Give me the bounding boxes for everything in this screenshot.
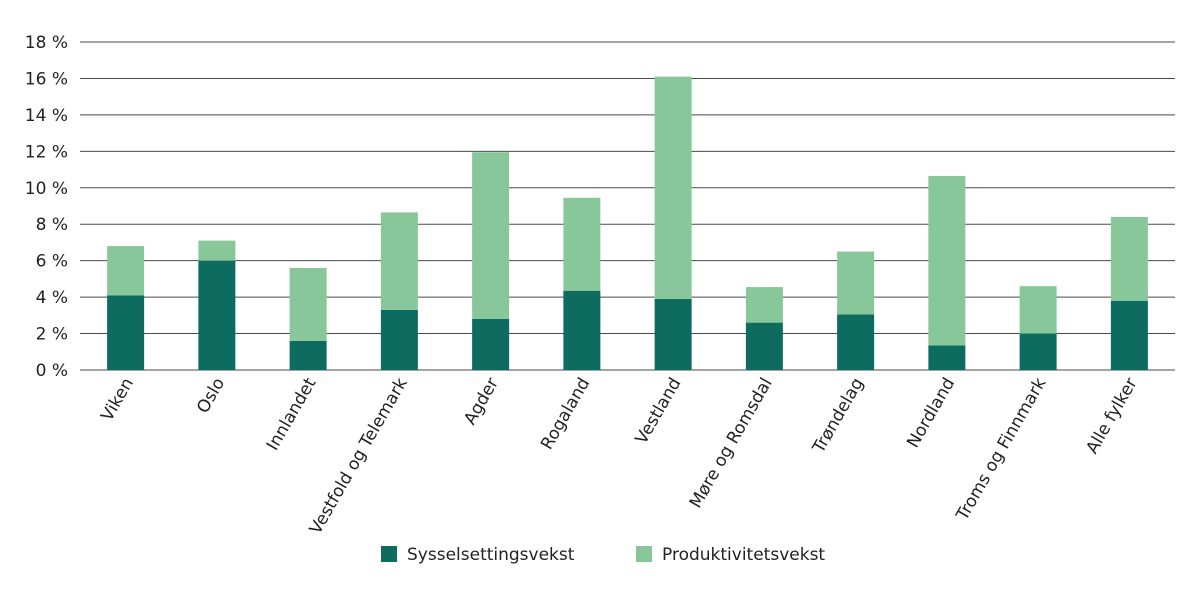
x-category-label: Agder xyxy=(460,375,503,429)
bar-produktivitet-5 xyxy=(563,197,601,291)
bar-sysselsetting-6 xyxy=(654,298,692,370)
legend: Sysselsettingsvekst Produktivitetsvekst xyxy=(381,545,825,565)
bar-produktivitet-8 xyxy=(837,251,875,315)
y-tick-label: 8 % xyxy=(36,215,68,235)
y-tick-label: 10 % xyxy=(25,179,68,199)
bar-produktivitet-9 xyxy=(928,175,966,346)
y-axis-ticks: 0 % 2 % 4 % 6 % 8 % 10 % 12 % 14 % 16 % 18 % xyxy=(25,33,68,381)
x-category-label: Møre og Romsdal xyxy=(686,375,777,512)
x-category-label: Nordland xyxy=(903,375,959,452)
bar-sysselsetting-3 xyxy=(380,309,418,370)
bar-sysselsetting-0 xyxy=(107,295,145,370)
x-category-label: Innlandet xyxy=(263,374,321,454)
y-tick-label: 4 % xyxy=(36,288,68,308)
bar-sysselsetting-4 xyxy=(472,318,510,370)
y-tick-label: 6 % xyxy=(36,252,68,272)
bar-sysselsetting-2 xyxy=(289,340,327,370)
bar-sysselsetting-8 xyxy=(837,314,875,370)
legend-label-0: Sysselsettingsvekst xyxy=(407,545,575,565)
bar-produktivitet-11 xyxy=(1110,216,1148,301)
bar-produktivitet-10 xyxy=(1019,286,1057,334)
x-category-label: Viken xyxy=(97,375,138,425)
legend-swatch-1 xyxy=(636,546,652,562)
bars xyxy=(107,76,1148,370)
bar-produktivitet-1 xyxy=(198,240,236,261)
bar-sysselsetting-5 xyxy=(563,290,601,370)
bar-sysselsetting-11 xyxy=(1110,300,1148,370)
x-category-label: Rogaland xyxy=(537,375,594,454)
y-tick-label: 12 % xyxy=(25,142,68,162)
bar-produktivitet-0 xyxy=(107,246,145,296)
y-tick-label: 18 % xyxy=(25,33,68,53)
y-tick-label: 2 % xyxy=(36,325,68,345)
x-category-label: Vestland xyxy=(632,375,686,448)
y-tick-label: 0 % xyxy=(36,361,68,381)
bar-produktivitet-6 xyxy=(654,76,692,299)
bar-produktivitet-7 xyxy=(745,287,783,323)
x-category-label: Trøndelag xyxy=(809,375,868,458)
bar-sysselsetting-7 xyxy=(745,322,783,370)
bar-produktivitet-4 xyxy=(472,152,510,319)
x-category-label: Vestfold og Telemark xyxy=(306,374,412,538)
x-category-label: Alle fylker xyxy=(1082,375,1141,458)
y-tick-label: 14 % xyxy=(25,106,68,126)
x-category-label: Troms og Finnmark xyxy=(952,374,1050,524)
legend-label-1: Produktivitetsvekst xyxy=(662,545,825,565)
legend-swatch-0 xyxy=(381,546,397,562)
bar-produktivitet-3 xyxy=(380,212,418,310)
gridlines xyxy=(80,41,1175,371)
x-category-label: Oslo xyxy=(193,375,229,417)
bar-sysselsetting-10 xyxy=(1019,333,1057,370)
bar-sysselsetting-9 xyxy=(928,345,966,370)
bar-produktivitet-2 xyxy=(289,267,327,341)
y-tick-label: 16 % xyxy=(25,69,68,89)
bar-sysselsetting-1 xyxy=(198,260,236,370)
